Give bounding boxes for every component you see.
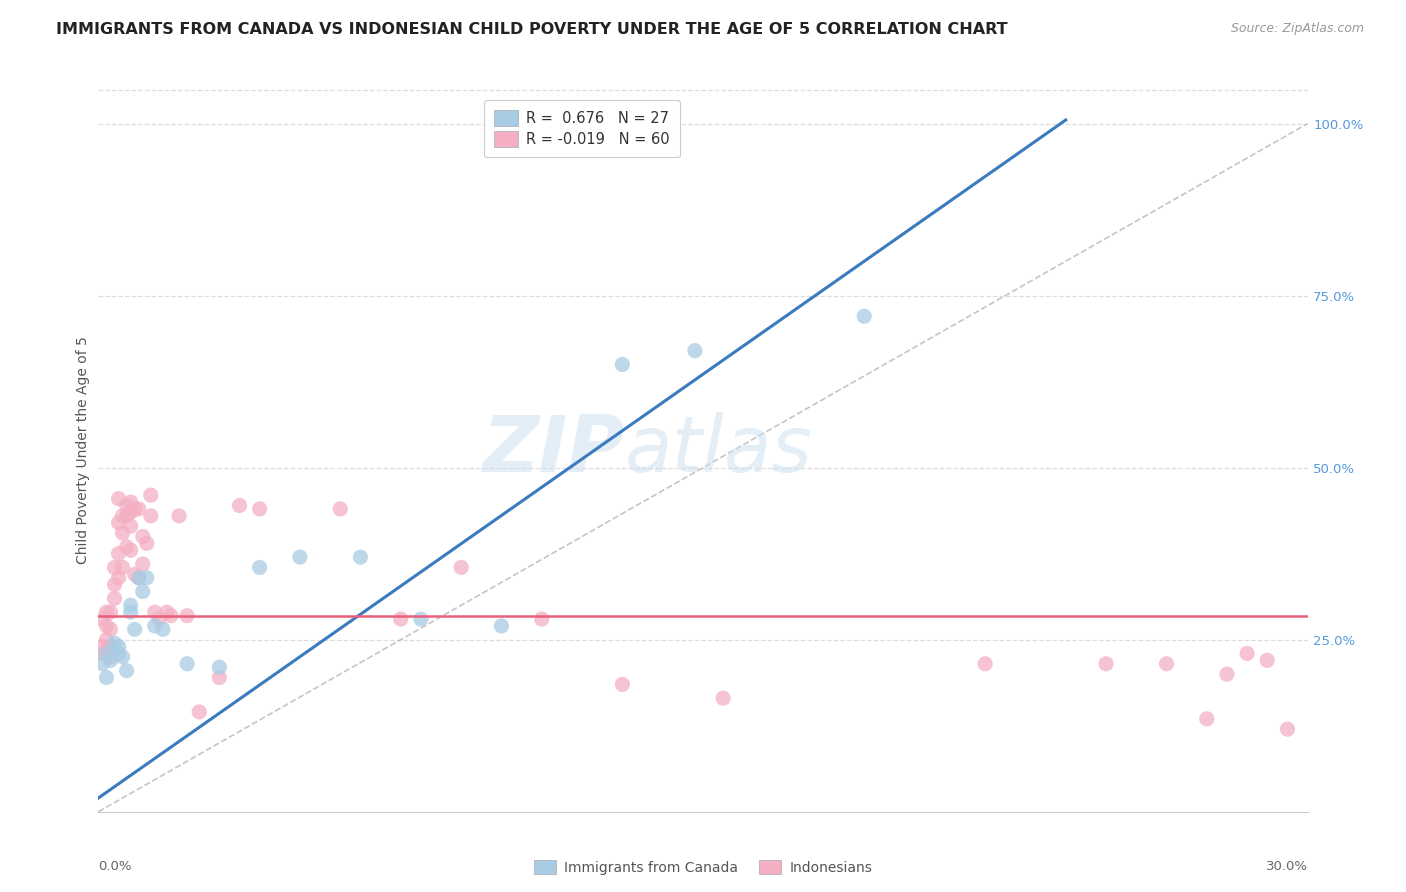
Point bbox=[96, 619, 118, 633]
Point bbox=[96, 671, 118, 685]
Point bbox=[152, 623, 174, 637]
Point bbox=[530, 612, 553, 626]
Point bbox=[103, 577, 125, 591]
Point bbox=[139, 488, 162, 502]
Point bbox=[156, 605, 179, 619]
Point bbox=[228, 499, 250, 513]
Point bbox=[409, 612, 432, 626]
Text: IMMIGRANTS FROM CANADA VS INDONESIAN CHILD POVERTY UNDER THE AGE OF 5 CORRELATIO: IMMIGRANTS FROM CANADA VS INDONESIAN CHI… bbox=[56, 22, 1008, 37]
Point bbox=[103, 560, 125, 574]
Point bbox=[135, 571, 157, 585]
Point bbox=[491, 619, 513, 633]
Legend: R =  0.676   N = 27, R = -0.019   N = 60: R = 0.676 N = 27, R = -0.019 N = 60 bbox=[484, 100, 681, 157]
Point bbox=[711, 691, 734, 706]
Point bbox=[115, 508, 138, 523]
Point bbox=[1195, 712, 1218, 726]
Point bbox=[111, 526, 134, 541]
Point bbox=[120, 505, 142, 519]
Point bbox=[128, 502, 150, 516]
Text: 30.0%: 30.0% bbox=[1265, 860, 1308, 873]
Point bbox=[103, 591, 125, 606]
Point bbox=[176, 608, 198, 623]
Point bbox=[160, 608, 183, 623]
Point bbox=[1156, 657, 1178, 671]
Point bbox=[288, 550, 311, 565]
Y-axis label: Child Poverty Under the Age of 5: Child Poverty Under the Age of 5 bbox=[76, 336, 90, 565]
Point bbox=[107, 647, 129, 661]
Point bbox=[96, 605, 118, 619]
Point bbox=[120, 519, 142, 533]
Point bbox=[120, 543, 142, 558]
Point bbox=[107, 547, 129, 561]
Point bbox=[612, 677, 634, 691]
Point bbox=[853, 310, 876, 324]
Point bbox=[100, 605, 122, 619]
Point bbox=[91, 647, 114, 661]
Point bbox=[100, 653, 122, 667]
Point bbox=[1216, 667, 1239, 681]
Text: ZIP: ZIP bbox=[482, 412, 624, 489]
Point bbox=[132, 584, 155, 599]
Text: Source: ZipAtlas.com: Source: ZipAtlas.com bbox=[1230, 22, 1364, 36]
Point bbox=[96, 647, 118, 661]
Point bbox=[132, 557, 155, 571]
Point bbox=[249, 560, 271, 574]
Text: atlas: atlas bbox=[624, 412, 813, 489]
Point bbox=[124, 623, 146, 637]
Point bbox=[683, 343, 706, 358]
Point bbox=[128, 571, 150, 585]
Point bbox=[111, 649, 134, 664]
Point bbox=[107, 491, 129, 506]
Point bbox=[124, 502, 146, 516]
Point bbox=[148, 612, 170, 626]
Point bbox=[115, 499, 138, 513]
Point bbox=[329, 502, 352, 516]
Point bbox=[107, 571, 129, 585]
Point bbox=[1256, 653, 1278, 667]
Legend: Immigrants from Canada, Indonesians: Immigrants from Canada, Indonesians bbox=[529, 855, 877, 880]
Point bbox=[389, 612, 412, 626]
Point bbox=[974, 657, 997, 671]
Point bbox=[208, 660, 231, 674]
Point bbox=[176, 657, 198, 671]
Point bbox=[143, 605, 166, 619]
Point bbox=[132, 529, 155, 543]
Point bbox=[120, 599, 142, 613]
Point bbox=[103, 636, 125, 650]
Point bbox=[120, 495, 142, 509]
Point bbox=[100, 623, 122, 637]
Point bbox=[1095, 657, 1118, 671]
Point bbox=[111, 560, 134, 574]
Point bbox=[128, 571, 150, 585]
Point bbox=[1277, 722, 1299, 736]
Point bbox=[612, 358, 634, 372]
Point bbox=[100, 640, 122, 654]
Point bbox=[208, 671, 231, 685]
Point bbox=[124, 567, 146, 582]
Point bbox=[1236, 647, 1258, 661]
Point bbox=[107, 640, 129, 654]
Point bbox=[139, 508, 162, 523]
Point bbox=[450, 560, 472, 574]
Point bbox=[100, 649, 122, 664]
Point bbox=[120, 605, 142, 619]
Text: 0.0%: 0.0% bbox=[98, 860, 132, 873]
Point bbox=[115, 540, 138, 554]
Point bbox=[111, 508, 134, 523]
Point bbox=[143, 619, 166, 633]
Point bbox=[349, 550, 371, 565]
Point bbox=[188, 705, 211, 719]
Point bbox=[249, 502, 271, 516]
Point bbox=[91, 657, 114, 671]
Point bbox=[115, 664, 138, 678]
Point bbox=[91, 640, 114, 654]
Point bbox=[96, 632, 118, 647]
Point bbox=[107, 516, 129, 530]
Point bbox=[91, 612, 114, 626]
Point bbox=[135, 536, 157, 550]
Point bbox=[167, 508, 190, 523]
